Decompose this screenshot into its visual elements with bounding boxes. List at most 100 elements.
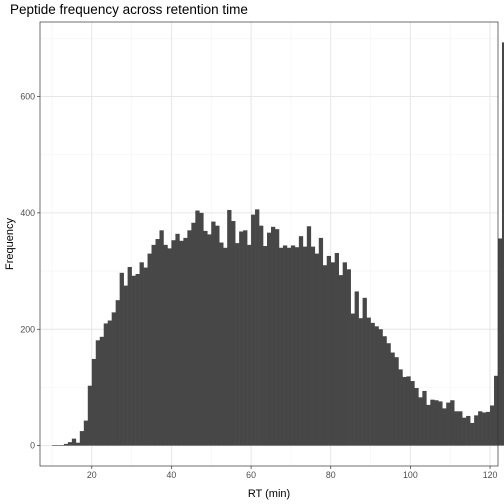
histogram-bar — [79, 431, 85, 446]
histogram-bar — [270, 226, 276, 446]
histogram-bar — [51, 445, 57, 446]
histogram-bar — [362, 297, 367, 446]
histogram-bar — [267, 232, 272, 446]
histogram-bars — [51, 42, 504, 446]
histogram-bar — [203, 230, 208, 446]
histogram-bar — [75, 442, 81, 446]
histogram-bar — [306, 226, 312, 446]
histogram-bar — [434, 400, 439, 446]
histogram-bar — [123, 285, 128, 446]
histogram-bar — [458, 411, 463, 446]
histogram-bar — [490, 405, 495, 446]
histogram-bar — [338, 275, 343, 446]
histogram-bar — [59, 445, 65, 446]
histogram-bar — [91, 358, 97, 446]
histogram-bar — [442, 408, 447, 446]
histogram-bar — [251, 214, 256, 446]
histogram-bar — [410, 381, 415, 446]
histogram-bar — [131, 275, 136, 446]
histogram-bar — [139, 262, 144, 446]
histogram-bar — [418, 397, 423, 446]
histogram-bar — [207, 234, 212, 446]
x-tick-label: 40 — [167, 470, 177, 480]
y-tick-label: 0 — [30, 441, 35, 451]
histogram-bar — [195, 210, 200, 446]
histogram-bar — [450, 400, 455, 446]
histogram-bar — [346, 269, 351, 446]
histogram-bar — [366, 317, 371, 446]
histogram-bar — [498, 238, 503, 446]
histogram-bar — [350, 313, 355, 446]
histogram-bar — [63, 443, 69, 446]
histogram-bar — [115, 300, 120, 446]
histogram-bar — [474, 415, 479, 446]
histogram-bar — [294, 247, 300, 446]
histogram-bar — [286, 247, 292, 446]
histogram-bar — [175, 233, 180, 446]
x-tick-label: 100 — [403, 470, 418, 480]
histogram-bar — [334, 253, 339, 446]
histogram-bar — [187, 230, 192, 446]
histogram-bar — [454, 411, 459, 446]
histogram-bar — [382, 336, 387, 446]
histogram-bar — [231, 221, 236, 446]
histogram-bar — [386, 343, 391, 446]
histogram-bar — [354, 291, 359, 446]
x-tick-label: 60 — [246, 470, 256, 480]
histogram-bar — [151, 244, 156, 446]
histogram-bar — [111, 312, 116, 446]
histogram-bar — [422, 390, 427, 446]
histogram-bar — [55, 445, 61, 446]
histogram-bar — [302, 246, 308, 446]
histogram-bar — [259, 225, 264, 446]
histogram-bar — [227, 209, 232, 446]
histogram-bar — [243, 230, 248, 446]
histogram-bar — [199, 212, 204, 446]
histogram-bar — [482, 412, 487, 446]
histogram-bar — [215, 225, 220, 446]
histogram-bar — [342, 262, 347, 446]
histogram-bar — [167, 248, 172, 446]
histogram-bar — [83, 420, 89, 446]
histogram-bar — [298, 236, 304, 446]
histogram-bar — [466, 415, 471, 446]
plot-panel-border — [39, 21, 499, 467]
histogram-bar — [155, 239, 160, 446]
histogram-bar — [219, 242, 224, 446]
histogram-bar — [462, 417, 467, 446]
histogram-bar — [143, 267, 148, 446]
histogram-bar — [446, 402, 451, 446]
histogram-bar — [247, 244, 252, 446]
histogram-bar — [406, 376, 411, 446]
histogram-bar — [290, 245, 296, 446]
histogram-bar — [438, 401, 443, 446]
histogram-bar — [67, 442, 73, 446]
histogram-bar — [211, 221, 216, 446]
histogram-bar — [179, 240, 184, 446]
histogram-bar — [494, 375, 499, 446]
histogram-bar — [95, 340, 101, 446]
histogram-bar — [239, 231, 244, 446]
x-tick-label: 120 — [483, 470, 498, 480]
histogram-bar — [263, 246, 268, 446]
histogram-bar — [99, 336, 105, 446]
histogram-bar — [394, 357, 399, 446]
histogram-bar — [87, 385, 93, 446]
histogram-bar — [374, 326, 379, 446]
histogram-bar — [398, 369, 403, 446]
x-tick-label: 20 — [87, 470, 97, 480]
histogram-bar — [127, 266, 132, 446]
chart-title: Peptide frequency across retention time — [10, 2, 248, 17]
y-axis: 0 200 400 600 — [20, 91, 40, 451]
histogram-bar — [274, 229, 280, 446]
histogram-bar — [390, 352, 395, 446]
y-tick-label: 600 — [20, 91, 35, 101]
histogram-bar — [322, 265, 328, 446]
histogram-bar — [119, 272, 124, 446]
histogram-bar — [470, 422, 475, 446]
histogram-bar — [486, 411, 491, 446]
histogram-bar — [414, 388, 419, 446]
x-axis: 20 40 60 80 100 120 — [87, 466, 498, 480]
histogram-bar — [378, 329, 383, 446]
